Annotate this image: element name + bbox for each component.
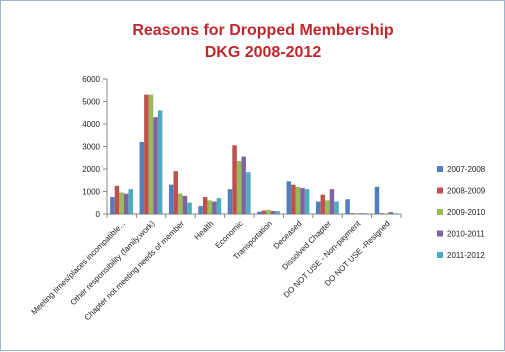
bar xyxy=(123,193,129,215)
bar xyxy=(374,186,380,215)
bar xyxy=(241,156,247,215)
bar xyxy=(286,181,292,215)
bar xyxy=(232,145,237,215)
bar xyxy=(329,189,335,215)
bar xyxy=(345,199,350,215)
bar xyxy=(358,213,364,215)
y-tick-label: 5000 xyxy=(82,98,100,107)
bar xyxy=(354,213,360,215)
bar xyxy=(114,185,120,215)
legend-label: 2009-2010 xyxy=(447,208,486,217)
bar xyxy=(245,172,251,215)
bar xyxy=(315,201,321,215)
legend-label: 2011-2012 xyxy=(447,251,485,260)
bar xyxy=(153,117,158,215)
y-tick-label: 3000 xyxy=(82,143,100,152)
bar xyxy=(148,94,154,215)
y-tick-label: 1000 xyxy=(82,188,100,197)
bar xyxy=(325,200,330,215)
legend-swatch xyxy=(437,252,443,258)
legend-swatch xyxy=(437,187,443,194)
bar xyxy=(295,186,301,215)
bar xyxy=(216,198,222,215)
y-tick-label: 0 xyxy=(96,210,101,219)
x-tick-labels: Meeting times/places incompatible...Othe… xyxy=(30,219,392,323)
bar xyxy=(388,211,394,215)
bar xyxy=(187,202,192,215)
y-tick-label: 4000 xyxy=(82,120,100,129)
bar xyxy=(128,189,134,215)
bars xyxy=(110,94,398,215)
y-tick-label: 2000 xyxy=(82,165,100,174)
legend-swatch xyxy=(437,230,443,237)
legend: 2007-2008 2008-2009 2009-2010 2010-2011 2011… xyxy=(437,165,486,260)
bar xyxy=(261,210,267,215)
bar xyxy=(198,205,203,215)
bar xyxy=(363,213,369,215)
bar xyxy=(207,200,213,215)
bar xyxy=(383,213,389,215)
bar xyxy=(173,171,179,215)
bar xyxy=(202,196,208,215)
bar xyxy=(320,194,326,215)
bar xyxy=(168,184,174,215)
bar xyxy=(349,213,355,215)
bar xyxy=(300,187,305,215)
bar xyxy=(266,209,271,215)
bar xyxy=(139,141,145,215)
bar xyxy=(334,201,339,215)
bar xyxy=(144,94,149,215)
bar xyxy=(157,110,163,215)
y-tick-label: 6000 xyxy=(82,75,100,84)
legend-label: 2010-2011 xyxy=(447,230,485,239)
legend-swatch xyxy=(437,166,443,172)
bar xyxy=(119,192,124,215)
bar xyxy=(110,196,115,215)
legend-label: 2008-2009 xyxy=(447,187,486,196)
bar xyxy=(275,211,281,215)
bar xyxy=(182,195,188,215)
bar xyxy=(211,201,217,215)
legend-swatch xyxy=(437,209,443,215)
x-tick-label: Health xyxy=(193,219,216,242)
chart-title-line-2: DKG 2008-2012 xyxy=(205,44,322,61)
bar xyxy=(236,160,242,215)
legend-label: 2007-2008 xyxy=(447,165,486,174)
bar xyxy=(291,184,296,215)
bar xyxy=(270,210,276,215)
bar xyxy=(227,189,233,215)
bar xyxy=(178,193,183,215)
bar xyxy=(257,211,262,215)
bar xyxy=(304,189,310,215)
chart-title-line-1: Reasons for Dropped Membership xyxy=(132,22,394,39)
bar xyxy=(379,213,384,215)
bar xyxy=(392,213,398,215)
